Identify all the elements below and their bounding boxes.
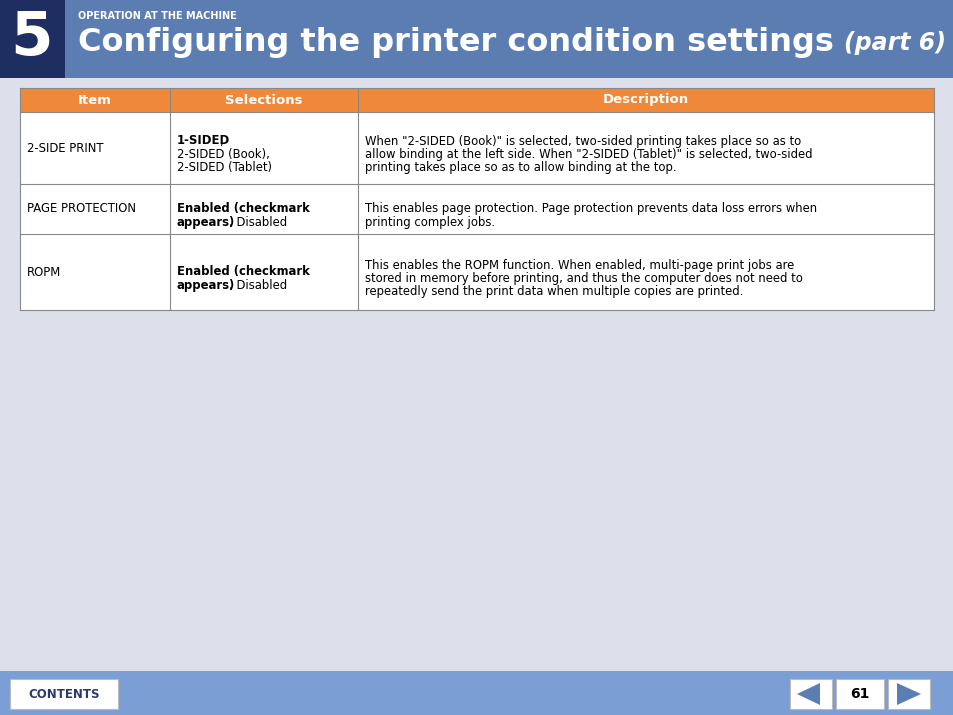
Text: stored in memory before printing, and thus the computer does not need to: stored in memory before printing, and th…	[365, 272, 802, 285]
Text: 2-SIDED (Book),: 2-SIDED (Book),	[177, 148, 270, 161]
Text: appears): appears)	[177, 216, 235, 229]
Text: CONTENTS: CONTENTS	[29, 688, 100, 701]
Text: 1-SIDED: 1-SIDED	[177, 134, 230, 147]
Text: (part 6): (part 6)	[843, 31, 945, 55]
Text: , Disabled: , Disabled	[229, 279, 287, 292]
Bar	[20, 234, 933, 310]
Polygon shape	[796, 683, 820, 705]
Text: This enables the ROPM function. When enabled, multi-page print jobs are: This enables the ROPM function. When ena…	[365, 259, 794, 272]
FancyBboxPatch shape	[10, 679, 118, 709]
Text: Selections: Selections	[225, 94, 302, 107]
Text: appears): appears)	[177, 279, 235, 292]
Text: 2-SIDE PRINT: 2-SIDE PRINT	[27, 142, 103, 154]
Bar	[20, 88, 933, 112]
Bar	[0, 671, 953, 715]
Text: printing takes place so as to allow binding at the top.: printing takes place so as to allow bind…	[365, 162, 676, 174]
Text: Enabled (checkmark: Enabled (checkmark	[177, 265, 310, 278]
Text: 2-SIDED (Tablet): 2-SIDED (Tablet)	[177, 162, 272, 174]
Text: ROPM: ROPM	[27, 265, 61, 279]
Bar	[20, 112, 933, 184]
Polygon shape	[896, 683, 920, 705]
Text: ,: ,	[219, 134, 222, 147]
Bar	[20, 184, 933, 234]
Text: 61: 61	[849, 687, 869, 701]
Bar	[0, 0, 65, 78]
Text: 5: 5	[10, 9, 53, 69]
FancyBboxPatch shape	[887, 679, 929, 709]
Text: printing complex jobs.: printing complex jobs.	[365, 216, 495, 229]
Bar	[0, 0, 953, 78]
Text: Description: Description	[602, 94, 688, 107]
Text: Configuring the printer condition settings: Configuring the printer condition settin…	[78, 27, 833, 59]
Text: When "2-SIDED (Book)" is selected, two-sided printing takes place so as to: When "2-SIDED (Book)" is selected, two-s…	[365, 134, 801, 147]
Text: This enables page protection. Page protection prevents data loss errors when: This enables page protection. Page prote…	[365, 202, 817, 215]
Text: Enabled (checkmark: Enabled (checkmark	[177, 202, 310, 215]
Text: repeatedly send the print data when multiple copies are printed.: repeatedly send the print data when mult…	[365, 285, 742, 298]
Text: , Disabled: , Disabled	[229, 216, 287, 229]
Text: Item: Item	[78, 94, 112, 107]
Text: allow binding at the left side. When "2-SIDED (Tablet)" is selected, two-sided: allow binding at the left side. When "2-…	[365, 148, 812, 161]
Text: PAGE PROTECTION: PAGE PROTECTION	[27, 202, 136, 215]
Text: OPERATION AT THE MACHINE: OPERATION AT THE MACHINE	[78, 11, 236, 21]
FancyBboxPatch shape	[789, 679, 831, 709]
FancyBboxPatch shape	[835, 679, 883, 709]
